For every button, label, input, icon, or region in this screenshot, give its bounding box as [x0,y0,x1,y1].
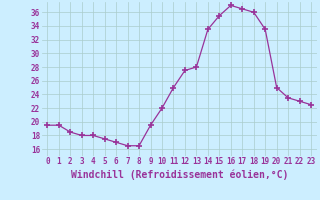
X-axis label: Windchill (Refroidissement éolien,°C): Windchill (Refroidissement éolien,°C) [70,169,288,180]
